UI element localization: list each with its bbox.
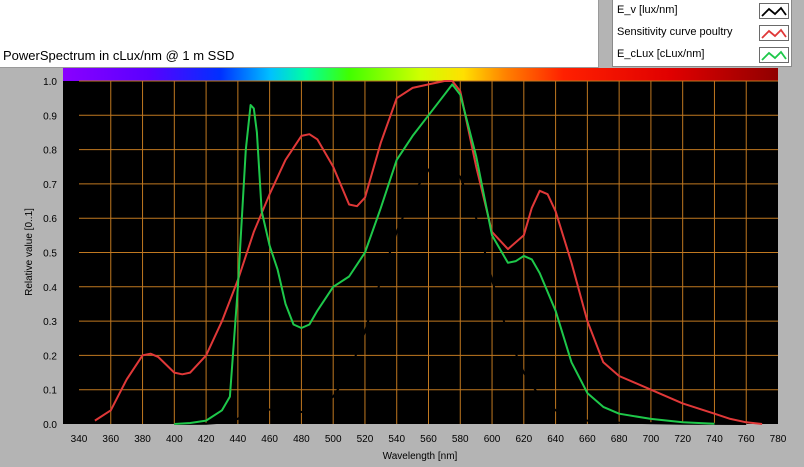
- x-tick-label: 440: [230, 434, 247, 445]
- x-tick-label: 600: [484, 434, 501, 445]
- x-tick-label: 740: [706, 434, 723, 445]
- y-tick-label: 0.2: [43, 351, 57, 362]
- series-lines: [94, 80, 763, 425]
- x-tick-label: 580: [452, 434, 469, 445]
- series-line-ev: [174, 158, 747, 425]
- x-tick-label: 700: [643, 434, 660, 445]
- legend-swatch-eclux: [759, 47, 789, 63]
- legend-item-sensitivity[interactable]: Sensitivity curve poultry: [613, 22, 793, 44]
- y-tick-label: 1.0: [43, 77, 57, 88]
- y-tick-label: 0.5: [43, 249, 57, 260]
- y-tick-label: 0.1: [43, 386, 57, 397]
- x-tick-label: 680: [611, 434, 628, 445]
- x-tick-label: 480: [293, 434, 310, 445]
- legend-label-ev: E_v [lux/nm]: [617, 4, 678, 16]
- x-tick-label: 720: [674, 434, 691, 445]
- x-axis-title: Wavelength [nm]: [383, 451, 458, 462]
- y-tick-label: 0.8: [43, 146, 57, 157]
- y-tick-label: 0.3: [43, 317, 57, 328]
- x-tick-label: 640: [547, 434, 564, 445]
- legend-swatch-sensitivity: [759, 25, 789, 41]
- y-tick-label: 0.9: [43, 111, 57, 122]
- y-tick-label: 0.7: [43, 180, 57, 191]
- x-tick-label: 760: [738, 434, 755, 445]
- y-axis-title: Relative value [0..1]: [24, 208, 35, 296]
- y-tick-label: 0.4: [43, 283, 57, 294]
- x-tick-label: 420: [198, 434, 215, 445]
- x-tick-label: 540: [388, 434, 405, 445]
- legend: E_v [lux/nm] Sensitivity curve poultry E…: [612, 0, 792, 67]
- x-tick-label: 400: [166, 434, 183, 445]
- legend-swatch-ev: [759, 3, 789, 19]
- legend-label-sensitivity: Sensitivity curve poultry: [617, 26, 733, 38]
- y-tick-label: 0.0: [43, 420, 57, 431]
- tick-labels: 340 360 380 400 420 440 460 480 500 520 540 560 580 6…: [43, 77, 787, 445]
- chart-title-panel: PowerSpectrum in cLux/nm @ 1 m SSD: [0, 0, 599, 68]
- x-tick-label: 380: [134, 434, 151, 445]
- spectrum-color-bar: [63, 68, 778, 81]
- legend-item-eclux[interactable]: E_cLux [cLux/nm]: [613, 44, 793, 66]
- x-tick-label: 660: [579, 434, 596, 445]
- legend-label-eclux: E_cLux [cLux/nm]: [617, 48, 705, 60]
- chart-title: PowerSpectrum in cLux/nm @ 1 m SSD: [3, 48, 235, 63]
- x-tick-label: 500: [325, 434, 342, 445]
- x-tick-label: 620: [515, 434, 532, 445]
- x-tick-label: 780: [770, 434, 787, 445]
- x-tick-label: 460: [261, 434, 278, 445]
- x-tick-label: 340: [71, 434, 88, 445]
- y-tick-label: 0.6: [43, 214, 57, 225]
- x-tick-label: 520: [357, 434, 374, 445]
- legend-item-ev[interactable]: E_v [lux/nm]: [613, 0, 793, 22]
- series-line-sensitivity: [94, 80, 763, 425]
- x-tick-label: 560: [420, 434, 437, 445]
- series-line-eclux: [174, 83, 715, 425]
- x-tick-label: 360: [102, 434, 119, 445]
